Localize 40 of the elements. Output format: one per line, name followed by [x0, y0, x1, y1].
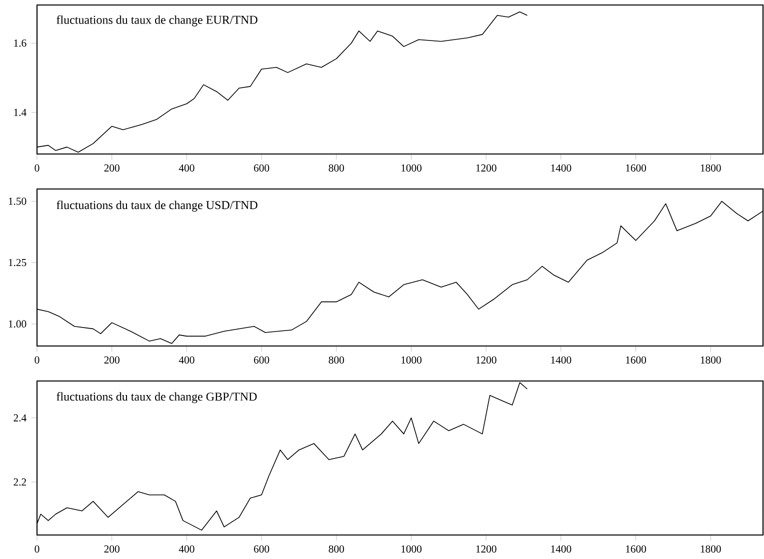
x-tick-label: 1000 — [402, 545, 422, 553]
y-tick-label: 1.00 — [8, 320, 26, 328]
x-tick-label: 1800 — [700, 356, 721, 364]
text: fluctuations du taux de change GBP/TND — [56, 392, 257, 404]
x-tick-label: 1800 — [700, 545, 721, 553]
y-tick-label: 1.50 — [8, 198, 26, 205]
x-tick-label: 1600 — [626, 356, 646, 364]
x-tick-label: 1400 — [551, 164, 572, 172]
x-tick-label: 800 — [328, 164, 344, 172]
x-tick-label: 400 — [178, 356, 194, 364]
x-tick-label: 0 — [34, 164, 40, 172]
x-tick-label: 600 — [254, 356, 270, 364]
x-tick-label: 200 — [104, 356, 120, 364]
y-tick-label: 1.4 — [14, 108, 26, 116]
y-tick-label: 2.2 — [14, 478, 26, 486]
x-tick-label: 1600 — [626, 164, 646, 172]
x-tick-label: 1400 — [551, 356, 572, 364]
x-tick-label: 1600 — [626, 545, 646, 553]
x-tick-label: 1400 — [551, 545, 572, 553]
y-tick-label: 1.6 — [14, 39, 26, 47]
x-tick-label: 1200 — [476, 356, 496, 364]
x-tick-label: 0 — [34, 545, 40, 553]
x-tick-label: 400 — [178, 545, 194, 553]
x-tick-label: 200 — [104, 164, 120, 172]
x-tick-label: 1200 — [476, 545, 496, 553]
x-tick-label: 800 — [328, 356, 344, 364]
x-tick-label: 600 — [254, 164, 270, 172]
x-tick-label: 800 — [328, 545, 344, 553]
x-tick-label: 400 — [178, 164, 194, 172]
text: fluctuations du taux de change USD/TND — [56, 200, 258, 212]
y-tick-label: 1.25 — [8, 258, 26, 266]
x-tick-label: 200 — [104, 545, 120, 553]
x-tick-label: 1000 — [402, 164, 422, 172]
x-tick-label: 0 — [34, 356, 40, 364]
x-tick-label: 600 — [254, 545, 270, 553]
x-tick-label: 1800 — [700, 164, 721, 172]
x-tick-label: 1000 — [402, 356, 422, 364]
y-tick-label: 2.4 — [14, 414, 26, 422]
text: fluctuations du taux de change EUR/TND — [56, 15, 258, 26]
x-tick-label: 1200 — [476, 164, 496, 172]
